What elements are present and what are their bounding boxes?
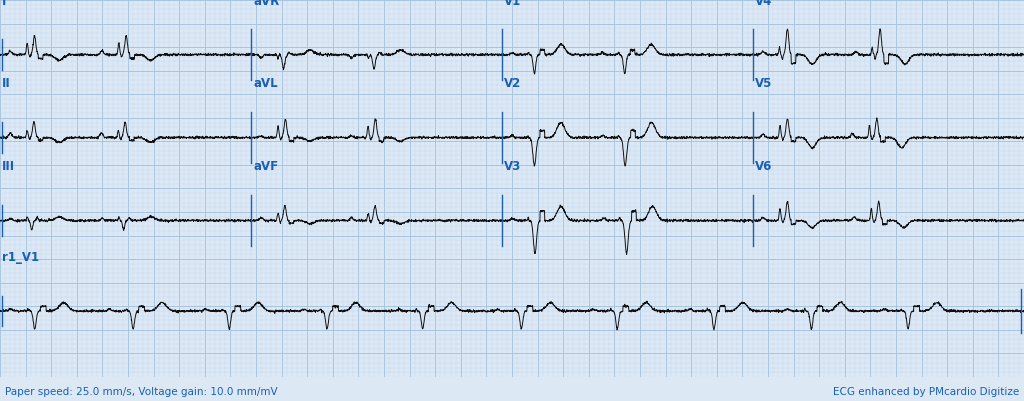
Text: II: II [2, 77, 10, 91]
Text: aVR: aVR [254, 0, 280, 8]
Text: ECG enhanced by PMcardio Digitize: ECG enhanced by PMcardio Digitize [833, 387, 1019, 397]
Text: III: III [2, 160, 14, 173]
Text: aVF: aVF [254, 160, 279, 173]
Text: V6: V6 [756, 160, 772, 173]
Text: V1: V1 [504, 0, 521, 8]
Text: aVL: aVL [254, 77, 279, 91]
Text: V2: V2 [504, 77, 521, 91]
Text: I: I [2, 0, 6, 8]
Text: Paper speed: 25.0 mm/s, Voltage gain: 10.0 mm/mV: Paper speed: 25.0 mm/s, Voltage gain: 10… [5, 387, 278, 397]
Text: V4: V4 [756, 0, 772, 8]
Text: V5: V5 [756, 77, 772, 91]
Text: r1_V1: r1_V1 [2, 251, 39, 264]
Text: V3: V3 [504, 160, 521, 173]
